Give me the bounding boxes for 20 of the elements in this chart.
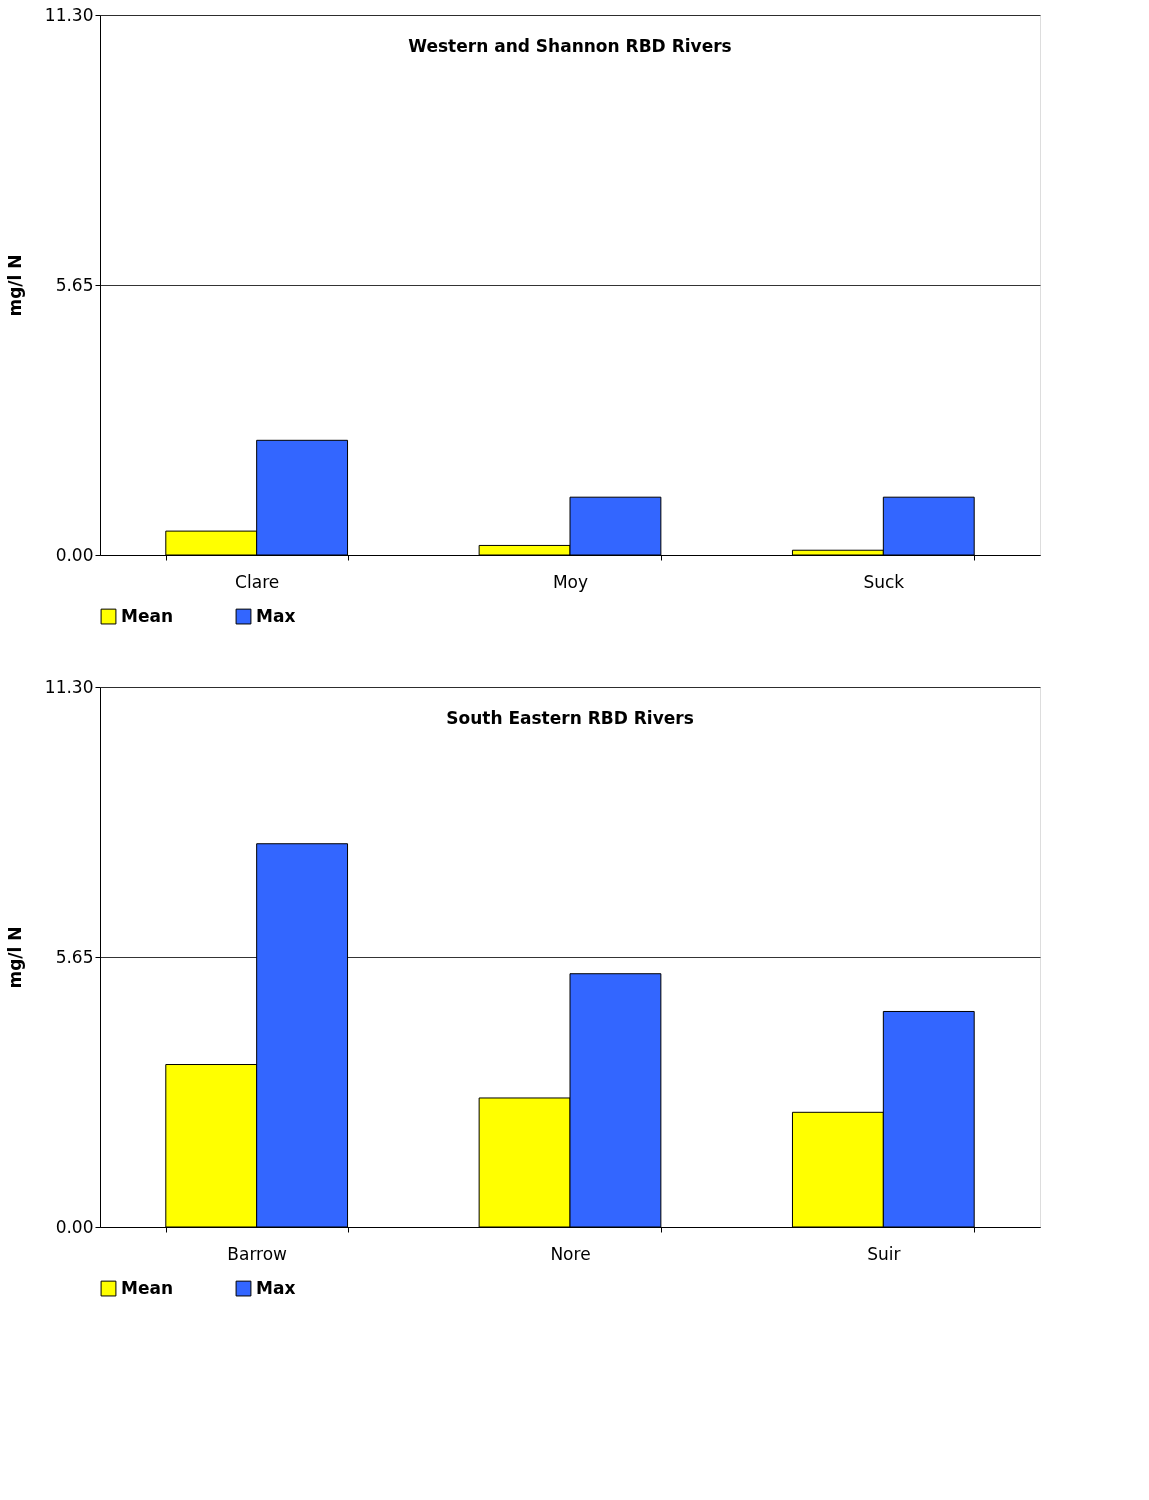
- x-tick-label: Suck: [863, 571, 905, 592]
- text: Western and Shannon RBD Rivers: [408, 36, 732, 56]
- legend-label: Mean: [121, 1277, 174, 1298]
- legend-label: Max: [256, 1277, 296, 1298]
- x-tick-label: Moy: [552, 571, 589, 592]
- legend-label: Mean: [121, 605, 174, 626]
- x-tick-label: Suir: [867, 1243, 901, 1264]
- y-tick-label: 11.30: [44, 4, 94, 25]
- x-tick-label: Clare: [235, 571, 280, 592]
- y-tick-label: 0.00: [55, 544, 94, 565]
- y-tick-label: 5.65: [55, 946, 94, 967]
- y-tick-label: 11.30: [44, 676, 94, 697]
- y-tick-label: 5.65: [55, 274, 94, 295]
- text: South Eastern RBD Rivers: [446, 708, 694, 728]
- y-axis-title: mg/l N: [4, 926, 25, 989]
- y-axis-title: mg/l N: [4, 254, 25, 317]
- legend-label: Max: [256, 605, 296, 626]
- x-tick-label: Barrow: [227, 1243, 288, 1264]
- x-tick-label: Nore: [550, 1243, 591, 1264]
- y-tick-label: 0.00: [55, 1216, 94, 1237]
